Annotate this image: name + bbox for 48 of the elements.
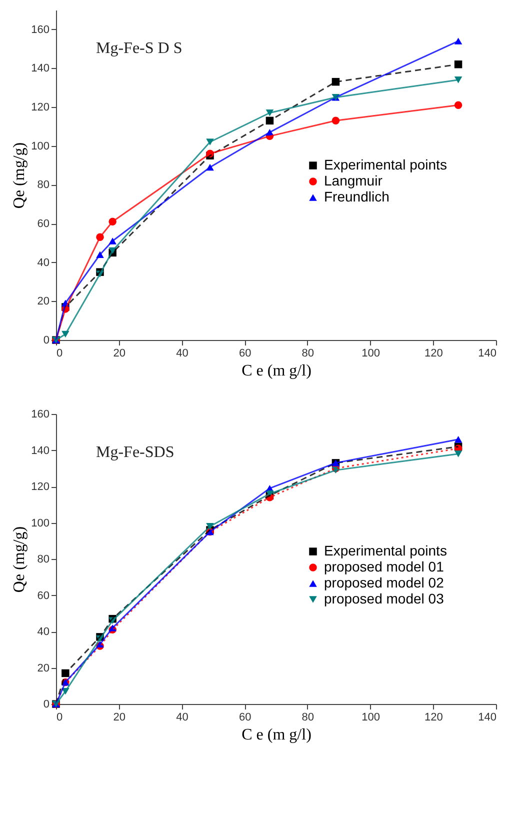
y-tick-label: 120 <box>31 102 50 114</box>
legend-label: proposed model 01 <box>324 558 444 574</box>
y-tick-label: 60 <box>37 590 50 602</box>
x-tick-label: 140 <box>478 348 496 360</box>
y-tick-label: 120 <box>31 481 50 493</box>
x-tick-label: 120 <box>424 348 443 360</box>
point <box>454 76 462 84</box>
y-tick-label: 40 <box>37 256 50 269</box>
y-axis-title: Qe (mg/g) <box>11 526 28 593</box>
x-tick-label: 80 <box>302 712 314 724</box>
x-tick-label: 0 <box>56 348 63 360</box>
legend-label: Experimental points <box>324 542 447 558</box>
legend-label: proposed model 03 <box>324 590 444 606</box>
y-tick-label: 140 <box>31 62 50 75</box>
legend-label: Langmuir <box>324 172 383 188</box>
y-tick-label: 160 <box>31 24 50 36</box>
y-tick-label: 80 <box>37 179 50 192</box>
y-tick-label: 100 <box>31 517 50 530</box>
y-tick-label: 80 <box>37 554 50 566</box>
y-tick-label: 0 <box>43 698 50 710</box>
x-tick-label: 80 <box>302 348 314 360</box>
x-tick-label: 60 <box>238 712 252 724</box>
legend-label: Freundlich <box>324 188 390 204</box>
y-tick-label: 100 <box>31 140 50 152</box>
y-tick-label: 140 <box>31 444 50 457</box>
x-tick-label: 100 <box>362 712 380 724</box>
y-tick-label: 0 <box>43 334 50 346</box>
y-tick-label: 160 <box>31 408 50 420</box>
legend-label: proposed model 02 <box>324 574 444 590</box>
x-tick-label: 20 <box>113 348 126 360</box>
x-axis-title: C e (m g/l) <box>242 726 312 744</box>
y-axis-title: Qe (mg/g) <box>11 142 28 209</box>
annotation: Mg-Fe-SDS <box>96 444 174 461</box>
y-tick-label: 20 <box>37 662 50 674</box>
y-tick-label: 20 <box>37 296 50 308</box>
x-tick-label: 40 <box>176 348 188 360</box>
x-tick-label: 20 <box>113 712 126 724</box>
x-tick-label: 140 <box>478 712 496 724</box>
x-tick-label: 40 <box>176 712 188 724</box>
x-tick-label: 120 <box>424 712 443 724</box>
x-tick-label: 0 <box>56 712 63 724</box>
annotation: Mg-Fe-S D S <box>96 40 182 57</box>
x-tick-label: 60 <box>238 348 252 360</box>
legend-label: Experimental points <box>324 156 447 172</box>
x-axis-title: C e (m g/l) <box>242 362 312 380</box>
y-tick-label: 40 <box>37 626 50 638</box>
y-tick-label: 60 <box>37 218 50 230</box>
x-tick-label: 100 <box>362 348 380 360</box>
